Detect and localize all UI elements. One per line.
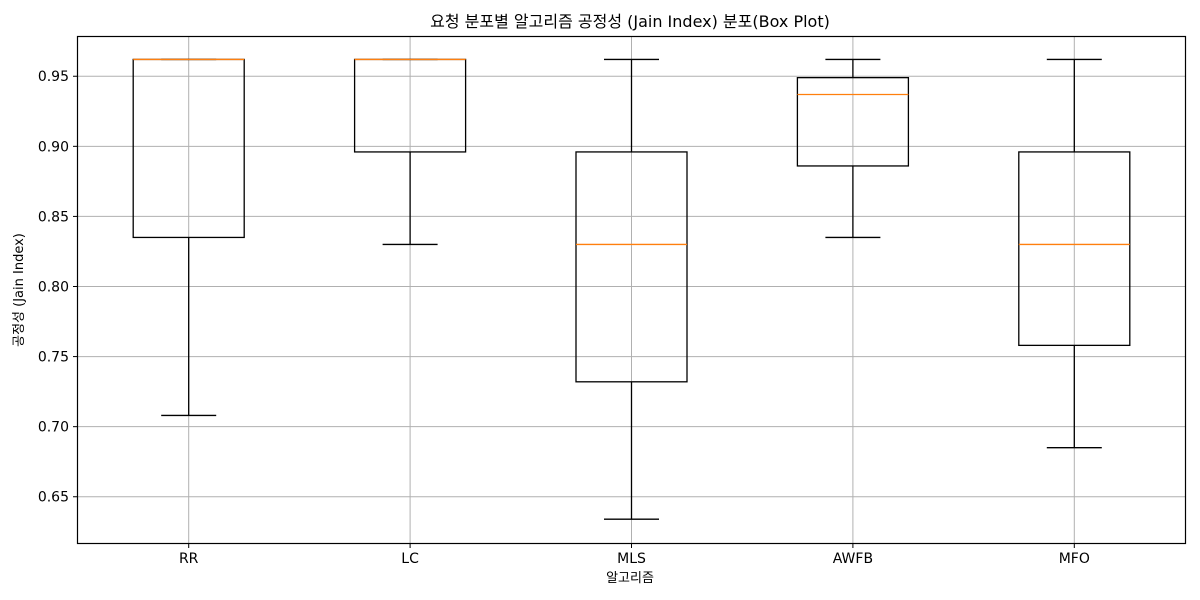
y-tick-label: 0.85 [38,209,69,225]
y-axis-label: 공정성 (Jain Index) [12,233,27,347]
iqr-box [796,76,910,167]
y-tick-label: 0.95 [38,69,69,85]
iqr-box [1018,151,1131,347]
y-tick-label: 0.90 [38,139,69,155]
iqr-box [575,151,688,383]
y-tick-label: 0.65 [38,490,69,506]
box-lc [353,58,467,246]
x-tick-label: MLS [617,551,646,567]
x-tick-label: MFO [1059,551,1090,567]
box-mfo [1018,58,1131,449]
box-mls [575,58,688,520]
chart-title: 요청 분포별 알고리즘 공정성 (Jain Index) 분포(Box Plot… [430,12,830,31]
boxes [132,58,1131,520]
axis-ticks: 0.65 0.70 0.75 0.80 0.85 0.90 0.95 RR LC MLS AWFB M… [38,69,1090,567]
x-tick-label: LC [401,551,419,567]
box-rr [132,58,245,417]
y-tick-label: 0.80 [38,279,69,295]
y-tick-label: 0.70 [38,420,69,436]
y-tick-label: 0.75 [38,350,69,366]
x-tick-label: AWFB [833,551,873,567]
x-axis-label: 알고리즘 [606,571,654,586]
x-tick-label: RR [179,551,199,567]
box-awfb [796,58,910,239]
